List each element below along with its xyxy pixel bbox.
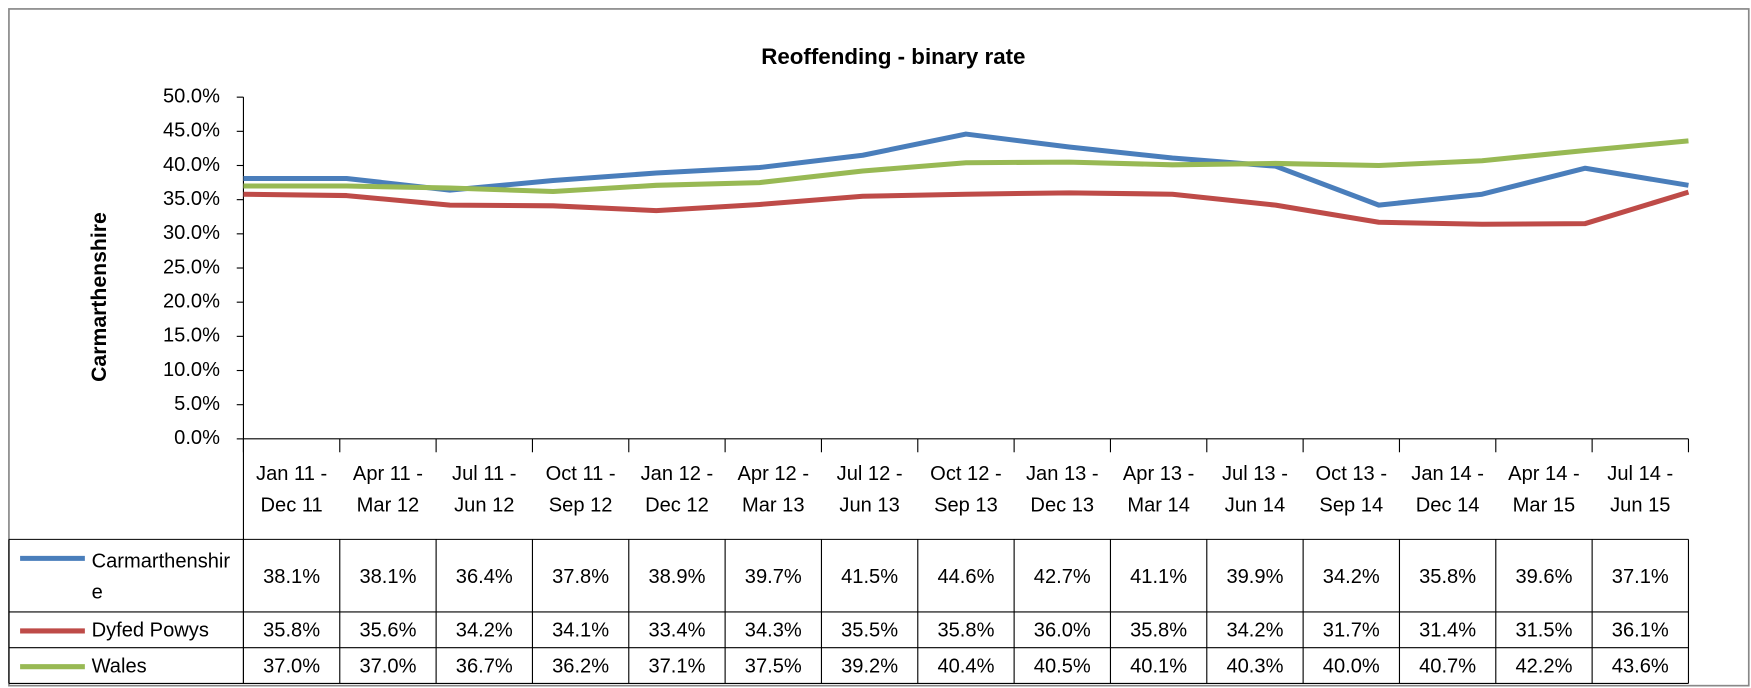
y-tick-label: 5.0%: [174, 393, 220, 415]
x-tick-label: Jan 14 - Dec 14: [1411, 462, 1484, 516]
data-table-value: 37.1%: [648, 654, 706, 677]
data-table-value: 41.5%: [841, 564, 899, 587]
data-table-value: 37.0%: [263, 654, 321, 677]
x-tick-label: Jul 13 - Jun 14: [1221, 462, 1288, 516]
data-table-value: 36.2%: [552, 654, 610, 677]
x-tick-label: Oct 12 - Sep 13: [930, 462, 1002, 516]
data-table-value: 34.2%: [455, 618, 513, 641]
legend-label: Wales: [91, 654, 147, 677]
data-table-value: 39.7%: [744, 564, 802, 587]
data-table-value: 34.2%: [1226, 618, 1284, 641]
data-table-value: 40.0%: [1322, 654, 1380, 677]
x-tick-label: Oct 11 - Sep 12: [545, 462, 616, 516]
x-tick-label: Jul 14 - Jun 15: [1607, 462, 1674, 516]
x-tick-label: Jan 11 - Dec 11: [256, 462, 328, 516]
data-table-value: 37.0%: [359, 654, 417, 677]
series-line: [243, 189, 1690, 227]
data-table-value: 36.7%: [455, 654, 513, 677]
x-tick-label: Jul 12 - Jun 13: [836, 462, 903, 516]
data-table-value: 37.5%: [744, 654, 802, 677]
data-table-value: 40.5%: [1033, 654, 1091, 677]
chart-frame: [8, 8, 1750, 687]
x-tick-label: Apr 13 - Mar 14: [1122, 462, 1195, 516]
data-table-value: 38.9%: [648, 564, 706, 587]
data-table-value: 43.6%: [1611, 654, 1669, 677]
y-tick-label: 30.0%: [163, 222, 220, 244]
data-table-value: 35.8%: [937, 618, 995, 641]
data-table-value: 38.1%: [263, 564, 321, 587]
x-tick-label: Jan 12 - Dec 12: [640, 462, 714, 516]
data-table-value: 40.4%: [937, 654, 995, 677]
data-table-value: 44.6%: [937, 564, 995, 587]
data-table-value: 35.8%: [263, 618, 321, 641]
y-tick-label: 40.0%: [163, 154, 220, 176]
x-tick-label: Apr 12 - Mar 13: [737, 462, 810, 516]
data-table-value: 39.2%: [841, 654, 899, 677]
series-line: [243, 138, 1689, 194]
data-table-value: 31.7%: [1322, 618, 1380, 641]
x-tick-label: Oct 13 - Sep 14: [1315, 462, 1388, 516]
data-table-value: 34.2%: [1322, 564, 1380, 587]
legend-label: Carmarthenshire: [91, 548, 231, 603]
data-table-value: 35.8%: [1419, 564, 1477, 587]
y-tick-label: 50.0%: [163, 85, 220, 107]
data-table-value: 39.6%: [1515, 564, 1573, 587]
data-table-value: 31.5%: [1515, 618, 1573, 641]
data-table-value: 39.9%: [1226, 564, 1284, 587]
y-tick-label: 25.0%: [163, 256, 220, 278]
data-table-value: 34.1%: [552, 618, 610, 641]
y-tick-label: 0.0%: [174, 427, 220, 449]
x-tick-label: Jul 11 - Jun 12: [452, 462, 517, 516]
data-table-value: 38.1%: [359, 564, 417, 587]
y-axis-label: Carmarthenshire: [88, 212, 111, 382]
data-table-value: 40.7%: [1419, 654, 1477, 677]
data-table-value: 40.1%: [1130, 654, 1188, 677]
data-table-value: 35.6%: [359, 618, 417, 641]
data-table-value: 37.1%: [1611, 564, 1669, 587]
x-tick-label: Apr 14 - Mar 15: [1508, 462, 1580, 516]
y-tick-label: 35.0%: [163, 188, 220, 210]
data-table-value: 34.3%: [744, 618, 802, 641]
data-table-value: 42.7%: [1033, 564, 1091, 587]
data-table-value: 35.8%: [1130, 618, 1188, 641]
y-tick-label: 10.0%: [163, 359, 220, 381]
chart-title: Reoffending - binary rate: [761, 44, 1025, 69]
data-table-value: 31.4%: [1419, 618, 1477, 641]
y-tick-label: 15.0%: [163, 325, 220, 347]
data-table-value: 41.1%: [1130, 564, 1188, 587]
data-table-value: 35.5%: [841, 618, 899, 641]
data-table-value: 40.3%: [1226, 654, 1284, 677]
y-tick-label: 45.0%: [163, 120, 220, 142]
y-tick-label: 20.0%: [163, 290, 220, 312]
x-tick-label: Apr 11 - Mar 12: [352, 462, 423, 516]
data-table-value: 36.1%: [1611, 618, 1669, 641]
data-table-value: 42.2%: [1515, 654, 1573, 677]
data-table-value: 36.4%: [455, 564, 513, 587]
legend-label: Dyfed Powys: [91, 618, 209, 641]
data-table-value: 37.8%: [552, 564, 610, 587]
data-table-value: 36.0%: [1033, 618, 1091, 641]
x-tick-label: Jan 13 - Dec 13: [1025, 462, 1099, 516]
data-table-value: 33.4%: [648, 618, 706, 641]
